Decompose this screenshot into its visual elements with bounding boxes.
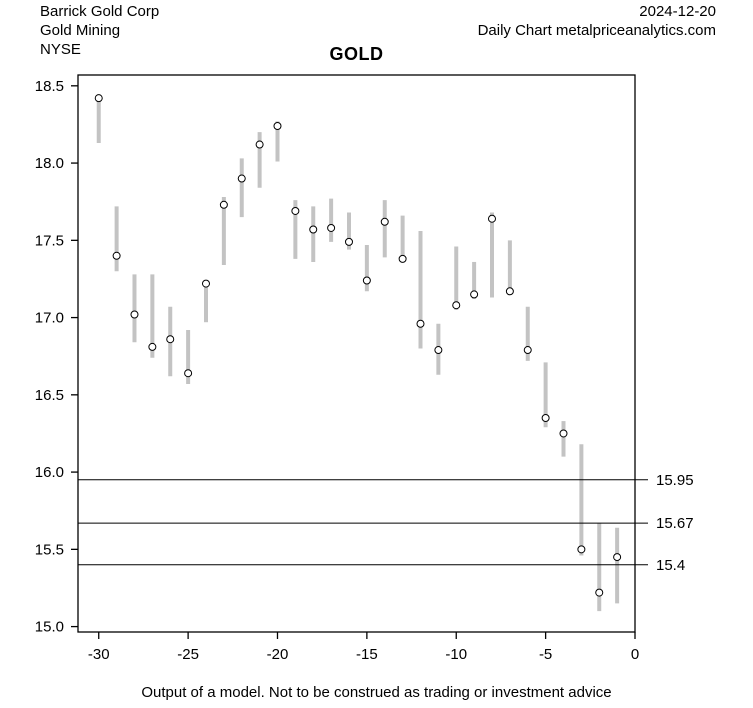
x-axis-tick-label: -30 — [88, 646, 110, 663]
industry-name: Gold Mining — [40, 22, 121, 39]
close-dot — [166, 335, 175, 344]
x-axis-tick-label: 0 — [631, 646, 639, 663]
close-dot — [148, 342, 157, 351]
close-dot — [201, 279, 210, 288]
y-axis-tick-label: 17.5 — [35, 232, 64, 249]
x-axis-tick-label: -25 — [177, 646, 199, 663]
x-axis-tick-label: -20 — [267, 646, 289, 663]
close-dot — [112, 251, 121, 260]
x-axis-tick-label: -10 — [445, 646, 467, 663]
reference-line-label: 15.4 — [656, 557, 685, 574]
close-dot — [380, 217, 389, 226]
y-axis-tick-label: 15.5 — [35, 541, 64, 558]
chart-date: 2024-12-20 — [639, 3, 716, 20]
close-dot — [577, 545, 586, 554]
close-dot — [344, 237, 353, 246]
close-dot — [416, 319, 425, 328]
x-axis-tick-label: -15 — [356, 646, 378, 663]
close-dot — [273, 121, 282, 130]
close-dot — [541, 414, 550, 423]
header-right: 2024-12-20 Daily Chart metalpriceanalyti… — [478, 2, 716, 40]
y-axis-tick-label: 18.5 — [35, 78, 64, 95]
close-dot — [291, 206, 300, 215]
header-left: Barrick Gold Corp Gold Mining NYSE — [40, 2, 159, 59]
y-axis-tick-label: 15.0 — [35, 619, 64, 636]
reference-line-label: 15.95 — [656, 472, 694, 489]
close-dot — [595, 588, 604, 597]
chart-source: Daily Chart metalpriceanalytics.com — [477, 22, 716, 39]
close-dot — [470, 290, 479, 299]
close-dot — [487, 214, 496, 223]
close-dot — [94, 94, 103, 103]
close-dot — [327, 223, 336, 232]
close-dot — [505, 287, 514, 296]
close-dot — [255, 140, 264, 149]
close-dot — [184, 369, 193, 378]
close-dot — [309, 225, 318, 234]
x-axis-tick-label: -5 — [539, 646, 552, 663]
close-dot — [434, 346, 443, 355]
close-dot — [130, 310, 139, 319]
close-dot — [237, 174, 246, 183]
exchange-name: NYSE — [40, 41, 81, 58]
plot-border — [77, 74, 636, 633]
reference-line-label: 15.67 — [656, 515, 694, 532]
y-axis-tick-label: 17.0 — [35, 310, 64, 327]
close-dot — [613, 553, 622, 562]
y-axis-tick-label: 16.0 — [35, 464, 64, 481]
close-dot — [523, 346, 532, 355]
close-dot — [398, 254, 407, 263]
y-axis-tick-label: 18.0 — [35, 155, 64, 172]
close-dot — [452, 301, 461, 310]
y-axis-tick-label: 16.5 — [35, 387, 64, 404]
close-dot — [219, 200, 228, 209]
close-dot — [362, 276, 371, 285]
chart-title: GOLD — [329, 44, 384, 64]
close-dot — [559, 429, 568, 438]
company-name: Barrick Gold Corp — [40, 3, 160, 20]
disclaimer-text: Output of a model. Not to be construed a… — [141, 684, 612, 701]
